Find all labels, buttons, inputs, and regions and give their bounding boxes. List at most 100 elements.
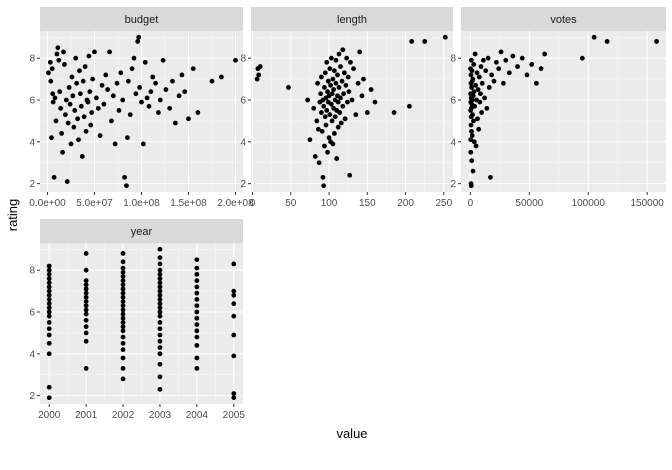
data-point	[62, 112, 68, 118]
data-point	[468, 183, 474, 189]
data-point	[473, 82, 479, 88]
data-point	[333, 57, 339, 63]
data-point	[344, 55, 350, 61]
data-point	[470, 112, 475, 118]
data-point	[472, 51, 478, 57]
data-point	[194, 328, 200, 334]
data-point	[90, 76, 96, 82]
data-point	[107, 49, 112, 55]
data-point	[256, 72, 262, 78]
data-point	[231, 395, 237, 401]
data-point	[479, 110, 485, 115]
data-point	[498, 49, 504, 55]
data-point	[58, 105, 64, 111]
x-tick-label: 2000	[38, 410, 61, 421]
data-point	[83, 128, 89, 134]
data-point	[534, 80, 539, 86]
data-point	[120, 251, 126, 256]
data-point	[124, 183, 129, 189]
data-point	[157, 386, 163, 392]
data-point	[62, 62, 67, 67]
data-point	[120, 303, 126, 309]
data-point	[361, 76, 366, 82]
data-point	[50, 91, 56, 97]
data-point	[231, 301, 237, 307]
data-point	[120, 340, 126, 346]
data-point	[471, 139, 477, 145]
data-point	[110, 93, 116, 99]
data-point	[194, 284, 200, 290]
y-tick-label: 8	[450, 54, 456, 65]
y-tick-label: 4	[29, 349, 35, 360]
data-point	[46, 271, 52, 277]
data-point	[160, 57, 166, 63]
data-point	[157, 332, 163, 338]
data-point	[120, 355, 126, 361]
data-point	[194, 290, 200, 296]
data-point	[194, 303, 200, 309]
data-point	[477, 99, 483, 105]
data-point	[480, 57, 486, 63]
data-point	[46, 267, 52, 273]
data-point	[120, 299, 126, 304]
data-point	[486, 85, 492, 90]
data-point	[591, 34, 597, 40]
y-tick-label: 8	[29, 266, 35, 277]
data-point	[46, 326, 52, 332]
data-point	[88, 122, 94, 128]
data-point	[127, 112, 133, 118]
data-point	[338, 95, 343, 101]
data-point	[254, 76, 260, 82]
data-point	[322, 114, 328, 120]
data-point	[73, 55, 79, 61]
data-point	[137, 85, 143, 90]
data-point	[120, 315, 126, 321]
data-point	[286, 85, 291, 90]
data-point	[194, 343, 200, 348]
x-tick-label: 0	[250, 198, 256, 209]
data-point	[469, 97, 475, 103]
data-point	[471, 62, 477, 67]
data-point	[170, 78, 175, 84]
data-point	[231, 332, 237, 338]
data-point	[468, 149, 474, 155]
data-point	[318, 110, 324, 115]
data-point	[157, 361, 163, 367]
data-point	[320, 174, 326, 180]
data-point	[469, 85, 475, 90]
x-axis-title: value	[336, 426, 367, 441]
data-point	[345, 74, 351, 80]
data-point	[468, 72, 474, 78]
data-point	[325, 78, 331, 84]
data-point	[654, 39, 659, 44]
data-point	[179, 72, 185, 78]
data-point	[83, 330, 89, 336]
x-tick-label: 200	[397, 198, 414, 209]
data-point	[120, 290, 126, 296]
data-point	[157, 246, 163, 252]
data-point	[46, 288, 52, 294]
data-point	[469, 68, 475, 74]
data-point	[156, 110, 161, 115]
data-point	[157, 309, 163, 315]
data-point	[46, 297, 52, 302]
panels-layer: budget 2 4 6 8 0.0e+00 5.0e+07 1.0e+08 1.5e+08 2.…	[29, 7, 666, 421]
data-point	[473, 143, 479, 149]
data-point	[46, 384, 52, 390]
data-point	[176, 93, 182, 99]
data-point	[231, 261, 237, 267]
data-point	[136, 34, 142, 40]
x-tick-label: 150000	[630, 198, 664, 209]
data-point	[120, 294, 126, 300]
data-point	[194, 265, 200, 271]
data-point	[321, 183, 327, 189]
data-point	[83, 282, 89, 288]
y-tick-label: 6	[450, 96, 456, 107]
data-point	[348, 59, 353, 65]
data-point	[46, 280, 52, 286]
data-point	[78, 103, 84, 109]
data-point	[322, 70, 328, 76]
facet-strip-label: year	[131, 226, 153, 238]
data-point	[157, 297, 163, 302]
y-tick-label: 4	[29, 137, 35, 148]
